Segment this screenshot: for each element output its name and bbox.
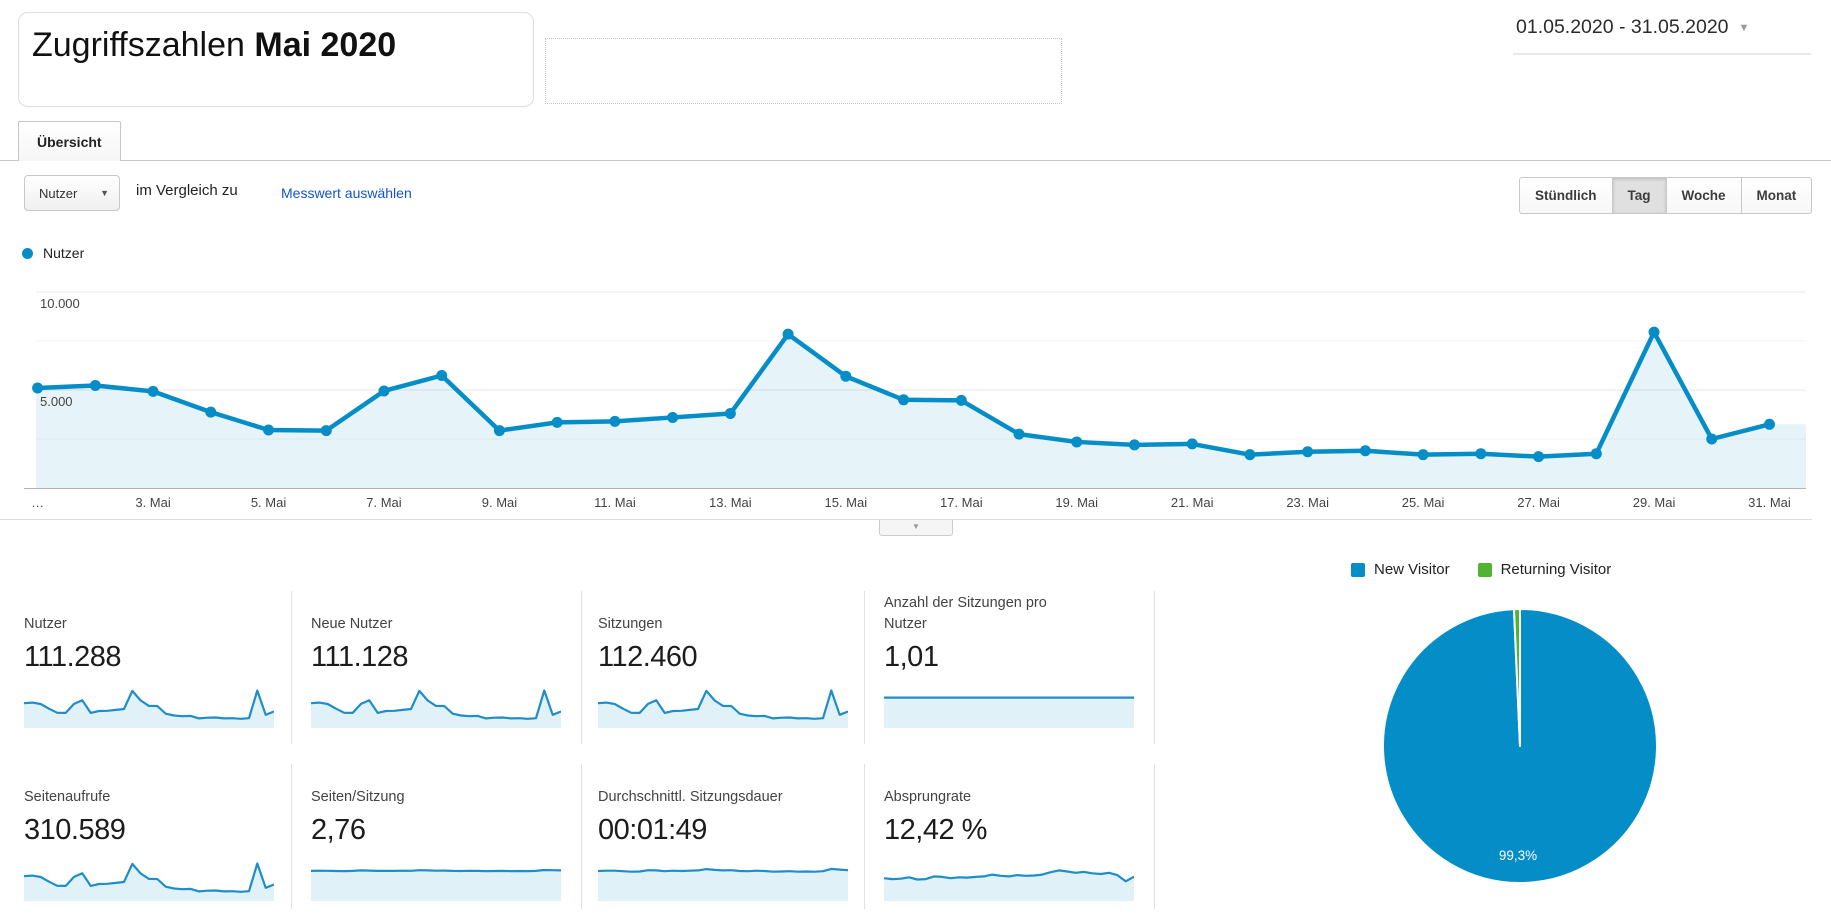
metric-card-sitzungen-pro-nutzer: Anzahl der Sitzungen pro Nutzer 1,01 bbox=[884, 593, 1142, 728]
pie-legend-label: Returning Visitor bbox=[1500, 561, 1612, 578]
card-divider bbox=[1154, 591, 1155, 744]
sparkline-chart bbox=[311, 868, 561, 901]
sparkline-chart bbox=[598, 867, 848, 901]
pie-legend: New Visitor Returning Visitor bbox=[1351, 561, 1639, 578]
metric-value: 112.460 bbox=[598, 641, 698, 673]
metric-card-sitzungsdauer: Durchschnittl. Sitzungsdauer 00:01:49 bbox=[598, 766, 856, 901]
card-divider bbox=[581, 591, 582, 744]
metric-selector-value: Nutzer bbox=[39, 185, 78, 201]
svg-text:7. Mai: 7. Mai bbox=[366, 495, 402, 510]
metric-value: 12,42 % bbox=[884, 814, 987, 846]
svg-text:5. Mai: 5. Mai bbox=[251, 495, 287, 510]
svg-text:19. Mai: 19. Mai bbox=[1055, 495, 1098, 510]
svg-text:11. Mai: 11. Mai bbox=[594, 495, 636, 510]
svg-text:…: … bbox=[31, 495, 44, 510]
chevron-down-icon: ▼ bbox=[100, 188, 109, 198]
svg-text:25. Mai: 25. Mai bbox=[1402, 495, 1445, 510]
svg-text:21. Mai: 21. Mai bbox=[1171, 495, 1214, 510]
metric-value: 1,01 bbox=[884, 641, 939, 673]
sparkline-chart bbox=[598, 689, 848, 728]
series-dot-icon bbox=[22, 247, 33, 259]
page-title: Zugriffszahlen Mai 2020 bbox=[32, 26, 396, 65]
metric-card-absprungrate: Absprungrate 12,42 % bbox=[884, 766, 1142, 901]
metric-selector-dropdown[interactable]: Nutzer ▼ bbox=[24, 175, 120, 211]
visitor-type-pie-chart: 99,3% bbox=[1382, 608, 1658, 884]
compare-to-label: im Vergleich zu bbox=[136, 182, 238, 199]
svg-text:17. Mai: 17. Mai bbox=[940, 495, 983, 510]
svg-text:15. Mai: 15. Mai bbox=[824, 495, 867, 510]
metric-card-seitenaufrufe: Seitenaufrufe 310.589 bbox=[24, 766, 282, 901]
chevron-down-icon: ▼ bbox=[1738, 22, 1750, 34]
metric-label: Anzahl der Sitzungen pro Nutzer bbox=[884, 593, 1142, 635]
svg-text:29. Mai: 29. Mai bbox=[1633, 495, 1676, 510]
tab-row-divider bbox=[0, 160, 1831, 161]
metric-label: Absprungrate bbox=[884, 789, 972, 805]
report-title-box[interactable] bbox=[18, 12, 534, 107]
sparkline-chart bbox=[884, 696, 1134, 728]
tab-uebersicht[interactable]: Übersicht bbox=[18, 121, 121, 161]
metric-label: Nutzer bbox=[24, 616, 67, 632]
card-divider bbox=[864, 764, 865, 909]
metric-card-neue-nutzer: Neue Nutzer 111.128 bbox=[311, 593, 569, 728]
date-range-selector[interactable]: 01.05.2020 - 31.05.2020 ▼ bbox=[1516, 16, 1749, 39]
svg-text:27. Mai: 27. Mai bbox=[1517, 495, 1560, 510]
granularity-week-button[interactable]: Woche bbox=[1665, 177, 1742, 214]
date-range-text: 01.05.2020 - 31.05.2020 bbox=[1516, 16, 1729, 38]
pie-legend-label: New Visitor bbox=[1374, 561, 1450, 578]
metric-card-nutzer: Nutzer 111.288 bbox=[24, 593, 282, 728]
svg-text:9. Mai: 9. Mai bbox=[482, 495, 518, 510]
card-divider bbox=[291, 764, 292, 909]
svg-text:10.000: 10.000 bbox=[40, 296, 80, 311]
sparkline-chart bbox=[884, 869, 1134, 901]
sparkline-chart bbox=[24, 689, 274, 728]
svg-text:31. Mai: 31. Mai bbox=[1748, 495, 1791, 510]
metric-value: 00:01:49 bbox=[598, 814, 707, 846]
granularity-hourly-button[interactable]: Stündlich bbox=[1519, 177, 1613, 214]
pie-legend-item-new-visitor: New Visitor bbox=[1351, 561, 1450, 578]
metric-label: Seitenaufrufe bbox=[24, 789, 111, 805]
metric-value: 111.288 bbox=[24, 641, 122, 673]
svg-text:5.000: 5.000 bbox=[40, 394, 73, 409]
select-metric-link[interactable]: Messwert auswählen bbox=[281, 185, 412, 201]
sparkline-chart bbox=[311, 689, 561, 728]
pie-legend-item-returning-visitor: Returning Visitor bbox=[1477, 561, 1612, 578]
granularity-day-button[interactable]: Tag bbox=[1611, 177, 1667, 214]
chevron-down-icon: ▼ bbox=[912, 522, 920, 531]
card-divider bbox=[864, 591, 865, 744]
metric-card-sitzungen: Sitzungen 112.460 bbox=[598, 593, 856, 728]
header-placeholder-box bbox=[545, 38, 1062, 104]
svg-text:13. Mai: 13. Mai bbox=[709, 495, 752, 510]
page-title-regular: Zugriffszahlen bbox=[32, 26, 255, 64]
page-title-bold: Mai 2020 bbox=[254, 26, 397, 64]
metric-value: 2,76 bbox=[311, 814, 366, 846]
sparkline-chart bbox=[24, 862, 274, 901]
metric-label: Seiten/Sitzung bbox=[311, 789, 405, 805]
metric-card-seiten-pro-sitzung: Seiten/Sitzung 2,76 bbox=[311, 766, 569, 901]
new-visitor-swatch-icon bbox=[1351, 562, 1365, 577]
svg-text:23. Mai: 23. Mai bbox=[1286, 495, 1329, 510]
metric-label: Sitzungen bbox=[598, 616, 663, 632]
metric-value: 310.589 bbox=[24, 814, 126, 846]
users-line-chart: 10.000 5.000 … 3. Mai 5. Mai 7. Mai 9. Mai 11. … bbox=[24, 291, 1806, 510]
card-divider bbox=[1154, 764, 1155, 909]
returning-visitor-swatch-icon bbox=[1477, 562, 1492, 577]
svg-text:99,3%: 99,3% bbox=[1499, 848, 1537, 863]
series-label: Nutzer bbox=[43, 245, 85, 261]
svg-text:3. Mai: 3. Mai bbox=[135, 495, 171, 510]
granularity-month-button[interactable]: Monat bbox=[1740, 177, 1813, 214]
date-range-underline bbox=[1513, 53, 1811, 55]
metric-label: Durchschnittl. Sitzungsdauer bbox=[598, 789, 783, 805]
granularity-button-group: Stündlich Tag Woche Monat bbox=[1519, 177, 1813, 214]
chart-legend: Nutzer bbox=[22, 245, 84, 261]
card-divider bbox=[581, 764, 582, 909]
metric-value: 111.128 bbox=[311, 641, 409, 673]
chart-collapse-button[interactable]: ▼ bbox=[879, 520, 953, 536]
card-divider bbox=[291, 591, 292, 744]
metric-label-text: Anzahl der Sitzungen pro Nutzer bbox=[884, 595, 1047, 632]
chart-bottom-rule bbox=[0, 519, 1812, 520]
metric-label: Neue Nutzer bbox=[311, 616, 393, 632]
